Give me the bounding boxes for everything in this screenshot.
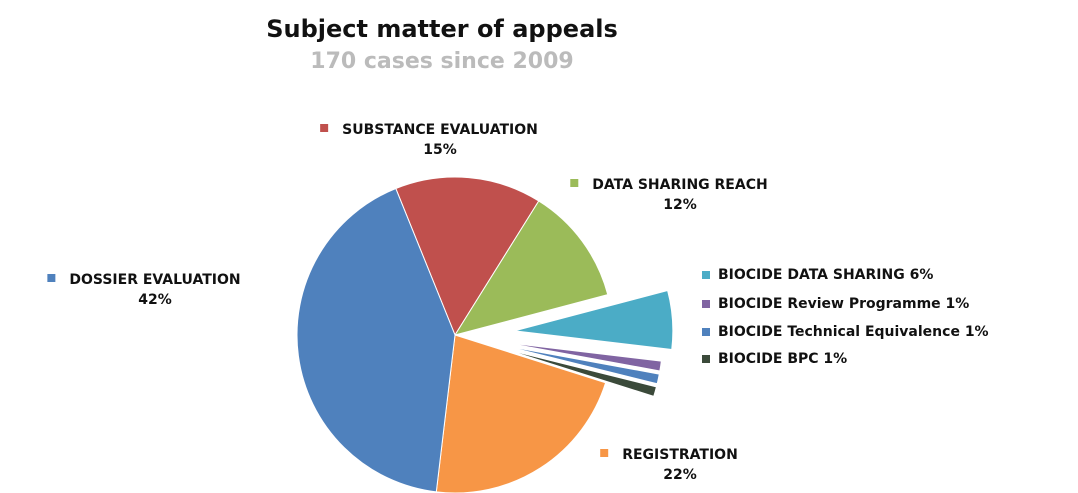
legend-swatch (320, 124, 329, 132)
slice-label: DOSSIER EVALUATION (69, 272, 240, 288)
value-label: 6% (910, 267, 934, 283)
value-label: 22% (663, 467, 697, 483)
value-label: 15% (423, 142, 457, 158)
legend-swatch (702, 355, 710, 363)
pie-slice (504, 341, 662, 372)
value-label: 1% (823, 351, 847, 367)
slice-label: DATA SHARING REACH (592, 177, 767, 193)
pie-slice (503, 345, 660, 385)
value-label: 1% (965, 324, 989, 340)
pie-slice (435, 334, 607, 493)
slice-label: BIOCIDE Review Programme 1% (718, 296, 969, 312)
category-name: BIOCIDE DATA SHARING (718, 267, 905, 283)
category-name: BIOCIDE Technical Equivalence (718, 324, 960, 340)
legend-swatch (702, 300, 710, 308)
value-label: 12% (663, 197, 697, 213)
pie-slice (514, 289, 674, 351)
pie-slice (453, 200, 609, 336)
slice-label: REGISTRATION (622, 447, 738, 463)
value-label: 42% (138, 292, 172, 308)
chart-title: Subject matter of appeals (266, 15, 618, 43)
slice-label: BIOCIDE Technical Equivalence 1% (718, 324, 989, 340)
pie-slice (502, 348, 658, 398)
pie-slice (296, 187, 456, 493)
pie-slice (395, 176, 540, 337)
category-name: BIOCIDE Review Programme (718, 296, 941, 312)
legend-swatch (570, 179, 579, 187)
legend-swatch (600, 449, 609, 457)
legend-swatch (47, 274, 56, 282)
slice-label: SUBSTANCE EVALUATION (342, 122, 538, 138)
slice-label: BIOCIDE DATA SHARING 6% (718, 267, 933, 283)
value-label: 1% (946, 296, 970, 312)
category-name: BIOCIDE BPC (718, 351, 819, 367)
legend-swatch (702, 328, 710, 336)
slice-label: BIOCIDE BPC 1% (718, 351, 847, 367)
chart-subtitle: 170 cases since 2009 (310, 49, 573, 74)
legend-swatch (702, 271, 710, 279)
